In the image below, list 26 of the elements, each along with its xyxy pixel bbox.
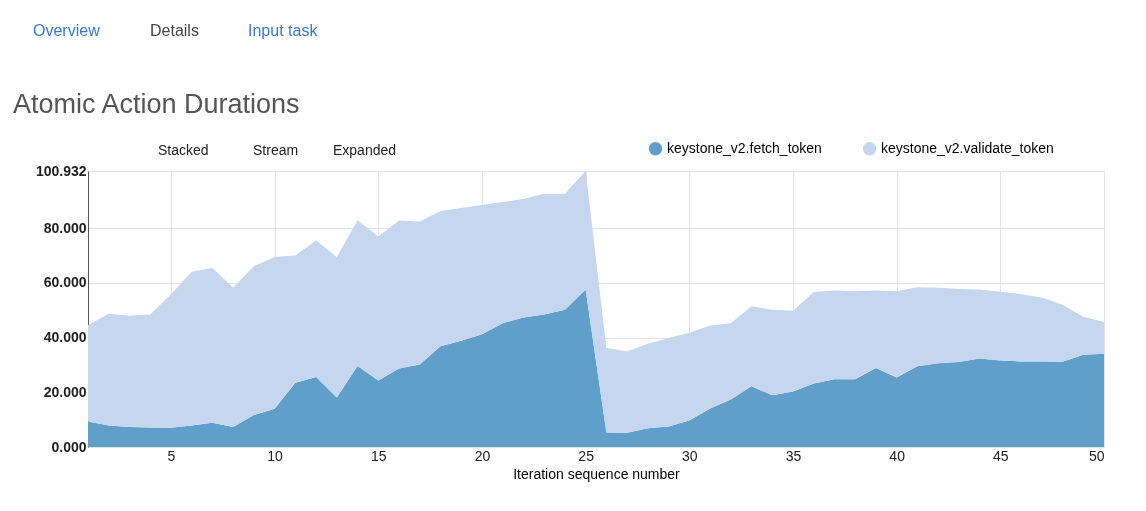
text: Stacked <box>158 142 209 158</box>
x-tick-label: 35 <box>785 447 802 464</box>
text: Overview <box>33 22 101 39</box>
y-tick-label: 20.000 <box>43 383 87 400</box>
x-tick-label: 25 <box>578 447 595 464</box>
x-tick-label: 40 <box>889 447 906 464</box>
x-tick-label: 15 <box>371 447 387 464</box>
x-tick-label: 45 <box>993 447 1009 464</box>
text: Details <box>150 22 199 39</box>
y-tick-label: 40.000 <box>43 329 87 346</box>
y-tick-label: 80.000 <box>43 219 87 236</box>
text: Input task <box>248 22 319 39</box>
x-tick-label: 20 <box>474 447 491 464</box>
x-axis-title: Iteration sequence number <box>513 465 681 482</box>
x-tick-label: 30 <box>682 447 698 464</box>
x-tick-label: 5 <box>167 447 176 464</box>
y-tick-label: 60.000 <box>43 274 87 291</box>
y-tick-label: 0.000 <box>51 438 87 455</box>
chart-title: Atomic Action Durations <box>13 89 300 119</box>
x-tick-label: 50 <box>1088 447 1105 464</box>
x-tick-label: 10 <box>267 447 284 464</box>
text: Stream <box>253 142 299 158</box>
text: Expanded <box>333 142 397 158</box>
legend-label: keystone_v2.validate_token <box>881 139 1054 156</box>
legend-label: keystone_v2.fetch_token <box>667 139 822 156</box>
y-tick-label: 100.932 <box>35 162 87 179</box>
